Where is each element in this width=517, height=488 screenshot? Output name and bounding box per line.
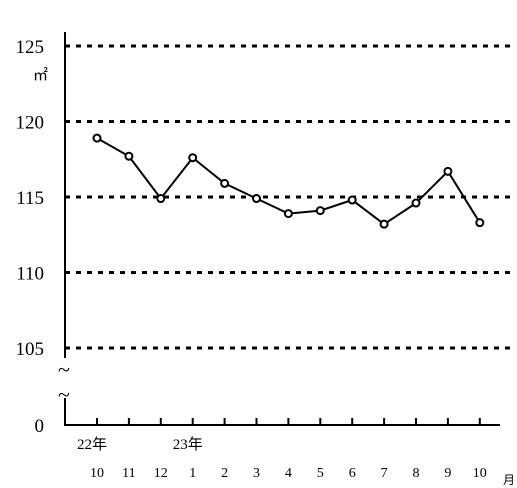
data-point [124,151,134,161]
y-tick-label: 125 [16,37,45,58]
data-point [379,219,389,229]
series-markers [92,133,485,229]
y-tick-label: 120 [16,113,45,134]
x-tick-label: 1 [189,466,196,481]
y-tick-label: 115 [16,188,44,209]
data-point [252,194,261,204]
data-point [443,166,453,176]
data-point [283,209,293,219]
y-tick-label: 110 [16,264,44,285]
data-point [92,133,102,143]
data-point [188,153,198,163]
grid-lines [65,44,510,350]
data-point [220,178,230,188]
year-label: 22年 [77,436,107,453]
data-point [156,194,166,204]
axis-break-mark-lower: ~ [58,382,70,407]
data-point [475,218,485,228]
x-tick-label: 3 [253,466,260,481]
data-point [411,198,421,208]
y-tick-labels: 125 120 115 110 105 0 [16,37,45,437]
data-point [347,195,357,205]
x-ticks [96,418,481,425]
x-tick-label: 10 [90,466,104,481]
x-tick-label: 7 [381,466,388,481]
y-tick-label: 105 [16,339,45,360]
x-tick-label: 6 [349,466,356,481]
x-tick-label: 12 [154,466,168,481]
year-label: 23年 [173,436,203,453]
axis-break-mark-upper: ~ [58,357,70,382]
x-tick-label: 8 [413,466,420,481]
data-point [315,206,325,216]
x-tick-label: 9 [444,466,451,481]
y-unit-label: ㎡ [33,67,48,84]
x-tick-label: 4 [285,466,292,481]
x-tick-label: 2 [221,466,228,481]
y-tick-label: 0 [35,416,45,437]
x-tick-label: 10 [473,466,487,481]
x-tick-label: 11 [122,466,135,481]
x-tick-label: 5 [317,466,324,481]
x-unit-label: 月 [503,473,515,487]
